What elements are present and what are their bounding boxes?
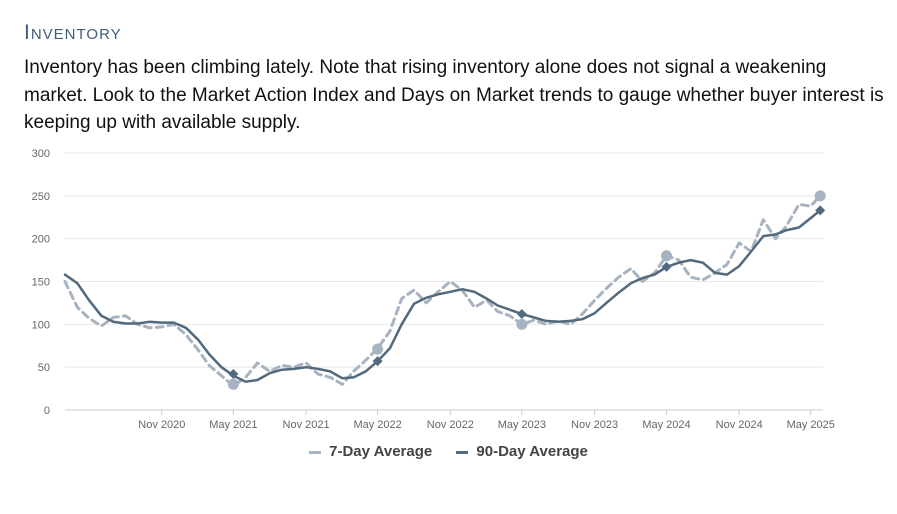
marker-7-day-point	[660, 250, 672, 262]
series-90-day-line	[63, 209, 822, 383]
x-tick-label: May 2025	[787, 419, 835, 431]
y-tick-label: 250	[32, 191, 50, 203]
legend-label-7-day: 7-Day Average	[329, 443, 433, 460]
inventory-line-chart: 0 50 100 150 200 250 300 Nov 2020 May 2021 Nov 20…	[32, 148, 835, 431]
marker-90-day-point	[516, 309, 527, 320]
legend-label-90-day: 90-Day Average	[476, 443, 588, 460]
solid-line-icon	[456, 450, 469, 454]
x-tick-label: May 2021	[209, 419, 257, 431]
section-title: Inventory	[24, 21, 122, 44]
x-tick-label: Nov 2020	[138, 419, 185, 431]
legend-item-7-day[interactable]: 7-Day Average	[309, 443, 432, 460]
y-tick-label: 100	[32, 319, 50, 331]
y-tick-label: 0	[44, 405, 50, 417]
legend-item-90-day[interactable]: 90-Day Average	[456, 443, 588, 460]
marker-90-day-point	[815, 205, 826, 216]
marker-7-day-point	[814, 190, 826, 202]
chart-legend: 7-Day Average 90-Day Average	[0, 443, 897, 460]
marker-7-day-point	[372, 343, 384, 355]
x-tick-label: Nov 2022	[427, 419, 474, 431]
marker-7-day-point	[516, 318, 528, 330]
x-tick-label: May 2024	[642, 419, 690, 431]
marker-90-day-point	[228, 369, 239, 380]
y-tick-label: 200	[32, 234, 50, 246]
x-tick-label: May 2022	[353, 419, 401, 431]
x-tick-label: Nov 2023	[571, 419, 618, 431]
y-tick-label: 150	[32, 277, 50, 289]
series-7-day-line	[63, 194, 822, 388]
marker-90-day-point	[372, 356, 383, 367]
dashed-line-icon	[309, 450, 322, 454]
y-tick-label: 300	[32, 148, 50, 160]
x-tick-label: Nov 2024	[716, 419, 763, 431]
x-tick-label: Nov 2021	[283, 419, 330, 431]
x-tick-label: May 2023	[498, 419, 546, 431]
marker-90-day-point	[661, 261, 672, 272]
marker-7-day-point	[227, 378, 239, 390]
y-tick-label: 50	[38, 362, 50, 374]
section-description: Inventory has been climbing lately. Note…	[24, 57, 884, 133]
